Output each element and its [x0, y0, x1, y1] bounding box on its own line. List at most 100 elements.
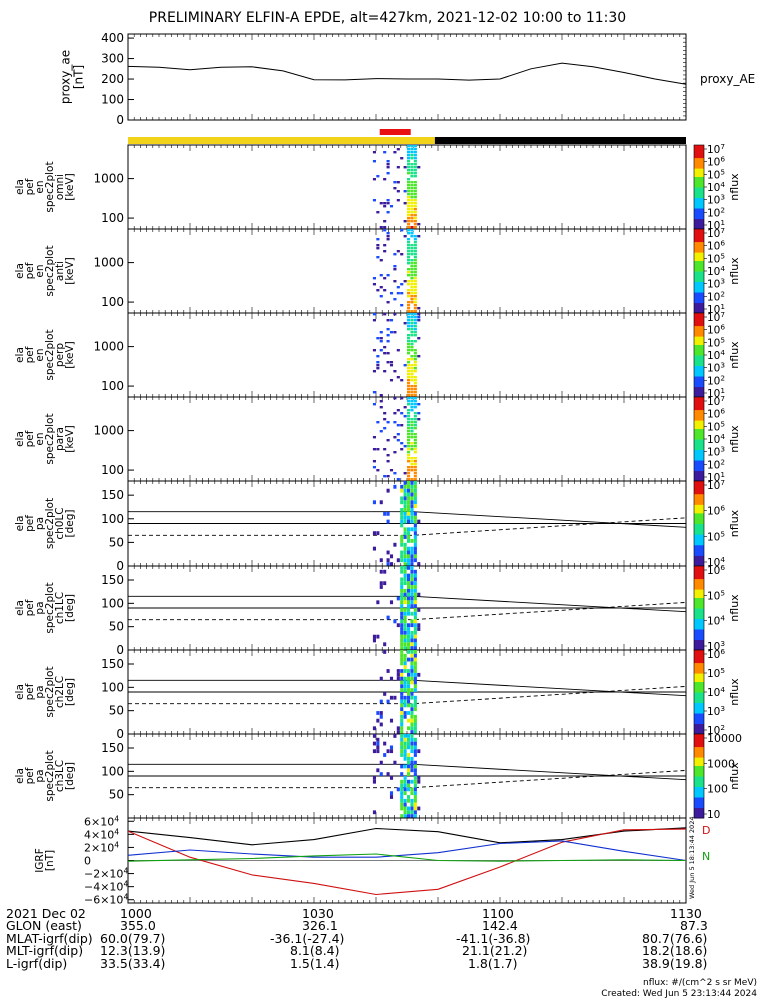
colorbar-tick-label: 100 [707, 783, 728, 796]
spectrogram-cell [407, 448, 411, 451]
spectrogram-cell [403, 581, 407, 586]
spectrogram-cell [393, 268, 397, 271]
colorbar-segment [694, 415, 704, 419]
colorbar-segment [694, 771, 704, 775]
spectrogram-cell [393, 313, 397, 316]
spectrogram-cell [379, 772, 383, 776]
spectrogram-cell [400, 397, 404, 400]
spectrogram-cell [413, 481, 417, 485]
spectrogram-cell [400, 500, 404, 505]
spectrogram-cell [407, 319, 411, 322]
spectrogram-cell [413, 241, 417, 244]
spectrogram-cell [386, 772, 390, 776]
spectrogram-cell [400, 650, 404, 654]
colorbar-segment [694, 658, 704, 661]
colorbar-segment [694, 445, 704, 448]
spectrogram-cell [376, 469, 380, 472]
spectrogram-cell [403, 190, 407, 193]
spectrogram-cell [386, 519, 390, 524]
colorbar-segment [694, 474, 704, 478]
colorbar-label: nflux [728, 509, 741, 537]
colorbar-segment [694, 170, 704, 173]
colorbar-segment [694, 483, 704, 486]
spectrogram-cell [413, 340, 417, 343]
spectrogram-cell [403, 515, 407, 520]
spectrogram-cell [407, 256, 411, 259]
colorbar-tick-label: 102 [707, 289, 725, 303]
spectrogram-cell [410, 737, 414, 742]
y-tick-label: 50 [109, 535, 124, 549]
spectrogram-cell [407, 343, 411, 346]
spectrogram-cell [407, 814, 411, 818]
colorbar-segment [694, 675, 704, 678]
colorbar-segment [694, 698, 704, 701]
spectrogram-cell [413, 466, 417, 469]
spectrogram-cell [400, 596, 404, 601]
spectrogram-cell [403, 554, 407, 559]
colorbar-segment [694, 386, 704, 390]
spectrogram-cell [417, 623, 421, 628]
spectrogram-cell [379, 337, 383, 340]
spectrogram-cell [410, 265, 414, 268]
spectrogram-cell [410, 367, 414, 370]
colorbar-label: nflux [728, 425, 741, 453]
spectrogram-cell [413, 627, 417, 631]
spectrogram-cell [379, 569, 383, 574]
spectrogram-cell [410, 217, 414, 220]
spectrogram-cell [407, 466, 411, 469]
colorbar-segment [694, 540, 704, 544]
spectrogram-cell [403, 562, 407, 566]
colorbar-segment [694, 313, 704, 316]
spectrogram-cell [379, 286, 383, 289]
spectrogram-cell [383, 178, 387, 181]
spectrogram-cell [413, 688, 417, 692]
spectrogram-cell [413, 250, 417, 253]
colorbar-segment [694, 277, 704, 280]
spectrogram-cell [403, 406, 407, 409]
spectrogram-cell [413, 500, 417, 505]
colorbar-segment [694, 664, 704, 668]
spectrogram-cell [407, 148, 411, 151]
spectrogram-cell [413, 415, 417, 418]
colorbar-segment [694, 618, 704, 622]
spectrogram-cell [417, 235, 421, 238]
spectrogram-cell [410, 787, 414, 792]
status-bar-red [379, 129, 411, 135]
colorbar-tick-label: 104 [707, 614, 725, 628]
spectrogram-cell [383, 229, 387, 232]
spectrogram-cell [407, 711, 411, 715]
spectrogram-cell [417, 592, 421, 597]
y-axis-label: pef [24, 599, 36, 616]
spectrogram-cell [407, 753, 411, 757]
spectrogram-cell [410, 581, 414, 586]
y-axis-label: [deg] [64, 762, 76, 790]
y-axis-label: en [34, 432, 46, 445]
colorbar-segment [694, 485, 704, 488]
orbit-row-time: 2021 Dec 02 1000 1030 1100 1130 [6, 907, 766, 920]
spectrogram-cell [403, 546, 407, 551]
colorbar-tick-label: 102 [707, 205, 725, 219]
colorbar-tick-label: 105 [707, 666, 725, 680]
colorbar-segment [694, 626, 704, 630]
spectrogram-cell [413, 703, 417, 708]
colorbar-segment [694, 441, 704, 444]
y-axis-label: pa [34, 517, 46, 530]
spectrogram-cell [410, 511, 414, 516]
spectrogram-cell [403, 787, 407, 792]
orbit-value: 18.2(18.6) [642, 943, 708, 959]
spectrogram-cell [379, 585, 383, 589]
colorbar-segment [694, 727, 704, 731]
spectrogram-cell [376, 448, 380, 451]
spectrogram-cell [407, 163, 411, 166]
colorbar-segment [694, 654, 704, 657]
spectrogram-cell [396, 623, 400, 628]
spectrogram-cell [403, 802, 407, 807]
spectrogram-cell [407, 596, 411, 601]
spectrogram-cell [413, 406, 417, 409]
spectrogram-cell [413, 391, 417, 394]
colorbar-segment [694, 734, 704, 737]
y-tick-label: 100 [101, 764, 124, 778]
spectrogram-cell [403, 806, 407, 811]
colorbar-segment [694, 790, 704, 794]
spectrogram-cell [407, 504, 411, 509]
